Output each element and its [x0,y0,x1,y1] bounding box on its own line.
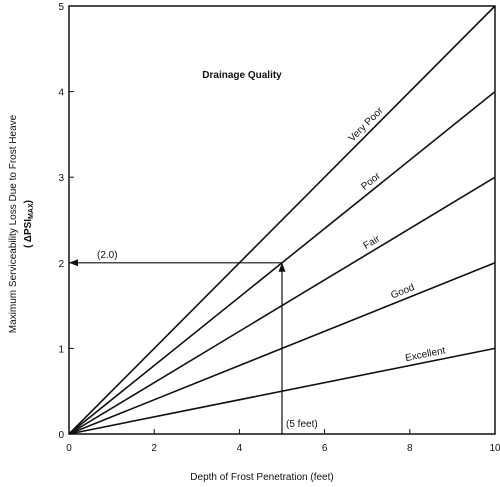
x-tick-label: 0 [66,443,72,454]
series-label: Fair [362,233,383,252]
y-tick-label: 5 [58,2,64,13]
example-guide: (2.0) (5 feet) [69,250,318,434]
y-tick-label: 0 [58,430,64,441]
x-tick-label: 4 [237,443,243,454]
y-axis-label: Maximum Serviceability Loss Due to Frost… [8,114,19,333]
y-axis-symbol-main: ( ΔPSI [23,219,34,248]
series-label: Good [389,282,416,301]
series-label: Very Poor [347,105,386,144]
series-label: Excellent [404,345,446,364]
y-axis-symbol-end: ) [23,200,34,203]
tick-labels: 0 2 4 6 8 10 0 1 2 3 4 5 [58,2,500,454]
x-tick-label: 2 [151,443,157,454]
x-tick-label: 8 [407,443,413,454]
y-tick-label: 1 [58,344,64,355]
x-tick-label: 6 [322,443,328,454]
example-x-value-label: (5 feet) [286,419,318,430]
example-y-value-label: (2.0) [97,250,118,261]
y-tick-label: 3 [58,173,64,184]
y-tick-label: 4 [58,88,64,99]
x-axis-label: Depth of Frost Penetration (feet) [190,472,333,483]
series-line [68,5,496,435]
series-label: Poor [359,170,383,192]
x-tick-label: 10 [489,443,500,454]
y-tick-label: 2 [58,259,64,270]
chart-title: Drainage Quality [202,70,282,81]
example-arrow-up [278,262,286,272]
y-axis-symbol-sub: MAX [28,203,35,219]
y-axis-label-symbol: ( ΔPSIMAX) [23,200,35,248]
